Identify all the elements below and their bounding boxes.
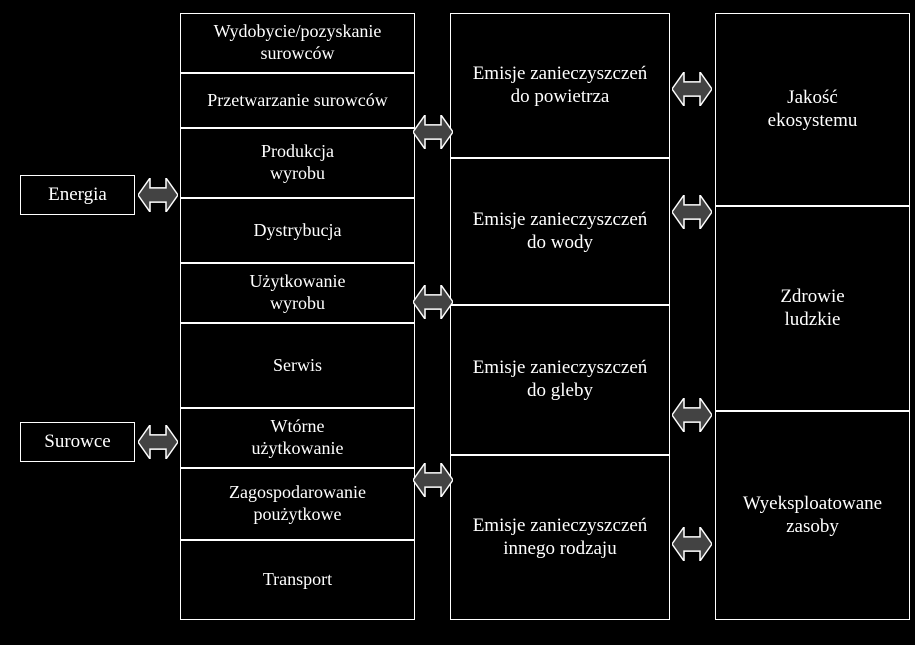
box-label-produkcja: Produkcjawyrobu — [261, 141, 334, 184]
arr_em_imp_4 — [672, 527, 712, 561]
box-przetwarzanie: Przetwarzanie surowców — [180, 73, 415, 128]
box-dystrybucja: Dystrybucja — [180, 198, 415, 263]
arr_em_imp_1 — [672, 72, 712, 106]
box-label-przetwarzanie: Przetwarzanie surowców — [207, 90, 387, 112]
box-zagospodarowanie: Zagospodarowaniepoużytkowe — [180, 468, 415, 540]
box-transport: Transport — [180, 540, 415, 620]
box-label-em_innego: Emisje zanieczyszczeńinnego rodzaju — [473, 515, 648, 561]
arr_surowce — [138, 425, 178, 459]
box-zdrowie_ludzkie: Zdrowieludzkie — [715, 206, 910, 411]
arr_energia — [138, 178, 178, 212]
box-produkcja: Produkcjawyrobu — [180, 128, 415, 198]
box-label-uzytkowanie: Użytkowaniewyrobu — [250, 271, 346, 314]
box-label-jakosc_ekosystemu: Jakośćekosystemu — [768, 87, 858, 133]
lifecycle-diagram: Energia Surowce Wydobycie/pozyskaniesurowc… — [0, 0, 915, 645]
box-label-serwis: Serwis — [273, 355, 322, 377]
box-wydobycie: Wydobycie/pozyskaniesurowców — [180, 13, 415, 73]
box-label-zdrowie_ludzkie: Zdrowieludzkie — [780, 286, 844, 332]
box-label-em_powietrza: Emisje zanieczyszczeńdo powietrza — [473, 63, 648, 109]
box-energia: Energia — [20, 175, 135, 215]
box-label-dystrybucja: Dystrybucja — [254, 220, 342, 242]
box-em_gleby: Emisje zanieczyszczeńdo gleby — [450, 305, 670, 455]
box-label-energia: Energia — [48, 184, 107, 207]
box-label-wtorne: Wtórneużytkowanie — [252, 416, 344, 459]
arr_life_em_2 — [413, 285, 453, 319]
box-surowce: Surowce — [20, 422, 135, 462]
arr_em_imp_3 — [672, 398, 712, 432]
box-wtorne: Wtórneużytkowanie — [180, 408, 415, 468]
box-label-zagospodarowanie: Zagospodarowaniepoużytkowe — [229, 482, 366, 525]
box-label-wydobycie: Wydobycie/pozyskaniesurowców — [214, 21, 382, 64]
box-label-em_gleby: Emisje zanieczyszczeńdo gleby — [473, 357, 648, 403]
box-serwis: Serwis — [180, 323, 415, 408]
arr_em_imp_2 — [672, 195, 712, 229]
box-label-em_wody: Emisje zanieczyszczeńdo wody — [473, 209, 648, 255]
box-em_powietrza: Emisje zanieczyszczeńdo powietrza — [450, 13, 670, 158]
box-label-surowce: Surowce — [44, 431, 110, 454]
arr_life_em_3 — [413, 463, 453, 497]
box-jakosc_ekosystemu: Jakośćekosystemu — [715, 13, 910, 206]
box-label-transport: Transport — [263, 569, 332, 591]
box-em_innego: Emisje zanieczyszczeńinnego rodzaju — [450, 455, 670, 620]
box-uzytkowanie: Użytkowaniewyrobu — [180, 263, 415, 323]
arr_life_em_1 — [413, 115, 453, 149]
box-em_wody: Emisje zanieczyszczeńdo wody — [450, 158, 670, 305]
box-wyeksploatowane: Wyeksploatowanezasoby — [715, 411, 910, 620]
box-label-wyeksploatowane: Wyeksploatowanezasoby — [743, 493, 882, 539]
